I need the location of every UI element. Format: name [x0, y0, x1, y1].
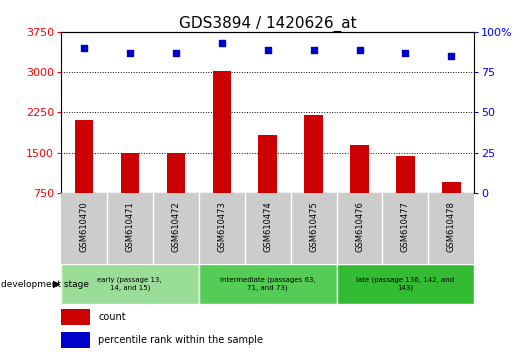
Point [126, 50, 134, 56]
Text: GSM610471: GSM610471 [126, 201, 134, 252]
Text: development stage: development stage [1, 280, 89, 289]
Title: GDS3894 / 1420626_at: GDS3894 / 1420626_at [179, 16, 357, 32]
Point [401, 50, 410, 56]
Point [80, 45, 88, 51]
Text: GSM610476: GSM610476 [355, 201, 364, 252]
Bar [396, 156, 414, 193]
Bar [442, 182, 461, 193]
Point [263, 47, 272, 52]
Text: count: count [98, 312, 126, 322]
Bar [259, 136, 277, 193]
Bar [199, 264, 337, 304]
Bar [350, 145, 369, 193]
Bar [121, 153, 139, 193]
Bar [337, 264, 474, 304]
Text: late (passage 136, 142, and
143): late (passage 136, 142, and 143) [356, 277, 455, 291]
Point [217, 40, 226, 46]
Bar [304, 115, 323, 193]
Bar [166, 153, 185, 193]
Bar [213, 71, 231, 193]
Point [447, 53, 456, 59]
Text: percentile rank within the sample: percentile rank within the sample [98, 335, 263, 346]
Text: early (passage 13,
14, and 15): early (passage 13, 14, and 15) [98, 277, 162, 291]
Text: GSM610477: GSM610477 [401, 201, 410, 252]
Text: GSM610478: GSM610478 [447, 201, 456, 252]
Text: GSM610470: GSM610470 [80, 201, 89, 252]
Bar [61, 332, 90, 348]
Text: GSM610474: GSM610474 [263, 201, 272, 252]
Text: GSM610472: GSM610472 [171, 201, 180, 252]
Text: GSM610473: GSM610473 [217, 201, 226, 252]
Text: GSM610475: GSM610475 [309, 201, 318, 252]
Bar [61, 309, 90, 325]
Text: ▶: ▶ [53, 279, 60, 289]
Text: intermediate (passages 63,
71, and 73): intermediate (passages 63, 71, and 73) [220, 277, 315, 291]
Bar [61, 264, 199, 304]
Point [355, 47, 364, 52]
Point [172, 50, 180, 56]
Point [310, 47, 318, 52]
Bar [75, 120, 93, 193]
